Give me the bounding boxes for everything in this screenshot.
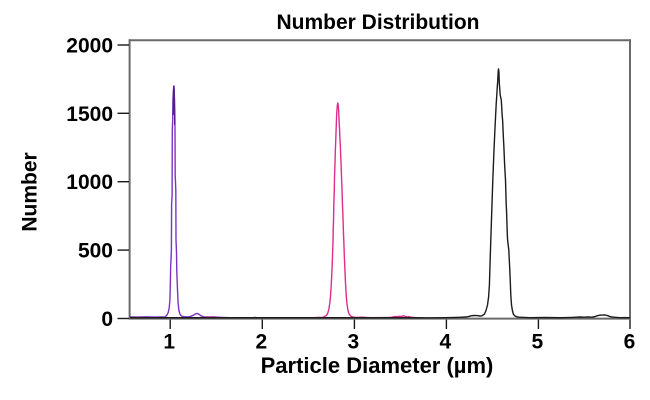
svg-text:500: 500 xyxy=(78,240,113,263)
svg-text:Number: Number xyxy=(19,152,42,231)
svg-text:3: 3 xyxy=(348,331,360,354)
svg-text:Number Distribution: Number Distribution xyxy=(277,11,480,34)
svg-text:2: 2 xyxy=(255,331,267,354)
svg-text:1: 1 xyxy=(163,331,175,354)
svg-text:2000: 2000 xyxy=(66,35,113,58)
svg-text:5: 5 xyxy=(532,331,544,354)
svg-text:1500: 1500 xyxy=(66,103,113,126)
svg-text:0: 0 xyxy=(101,308,113,331)
svg-text:4: 4 xyxy=(440,331,452,354)
svg-text:Particle Diameter (µm): Particle Diameter (µm) xyxy=(261,353,494,378)
svg-text:1000: 1000 xyxy=(66,171,113,194)
svg-text:6: 6 xyxy=(624,331,636,354)
